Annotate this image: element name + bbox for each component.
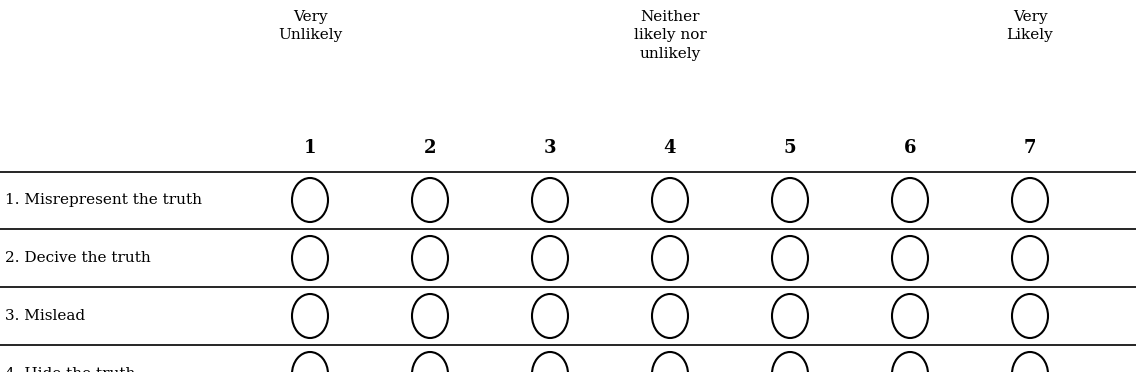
Text: 5: 5: [784, 139, 796, 157]
Text: 3. Mislead: 3. Mislead: [5, 309, 85, 323]
Text: Very
Unlikely: Very Unlikely: [278, 10, 342, 42]
Text: 3: 3: [544, 139, 557, 157]
Text: 1. Misrepresent the truth: 1. Misrepresent the truth: [5, 193, 202, 207]
Text: 6: 6: [904, 139, 917, 157]
Text: 2: 2: [424, 139, 436, 157]
Text: Very
Likely: Very Likely: [1006, 10, 1053, 42]
Text: Neither
likely nor
unlikely: Neither likely nor unlikely: [634, 10, 707, 61]
Text: 1: 1: [303, 139, 316, 157]
Text: 7: 7: [1024, 139, 1036, 157]
Text: 4. Hide the truth: 4. Hide the truth: [5, 367, 135, 372]
Text: 4: 4: [663, 139, 676, 157]
Text: 2. Decive the truth: 2. Decive the truth: [5, 251, 151, 265]
